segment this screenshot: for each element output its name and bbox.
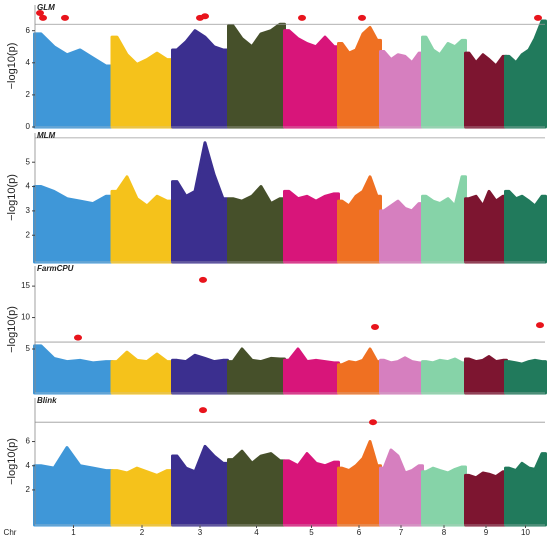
chromosome-points: [504, 189, 547, 264]
chromosome-points: [33, 32, 114, 129]
significant-snp: [199, 407, 207, 414]
x-tick-label: 10: [521, 528, 530, 537]
chromosome-points: [464, 189, 508, 264]
x-tick-label: 4: [254, 528, 259, 537]
y-tick-label: 5: [26, 157, 31, 166]
y-tick-label: 3: [26, 206, 31, 215]
chart-title: FarmCPU: [37, 264, 74, 273]
y-tick-label: 15: [21, 281, 30, 290]
chromosome-points: [110, 35, 174, 129]
significant-snp: [536, 322, 544, 329]
chromosome-points: [283, 452, 340, 527]
y-tick-label: 4: [26, 182, 31, 191]
chromosome-points: [110, 175, 174, 264]
significant-snp: [39, 14, 47, 21]
chromosome-points: [227, 449, 286, 527]
chromosome-points: [171, 353, 229, 395]
chromosome-points: [464, 470, 508, 527]
chromosome-points: [337, 175, 382, 264]
chromosome-points: [379, 199, 424, 264]
y-tick-label: 2: [26, 485, 31, 494]
significant-snp: [534, 14, 542, 21]
chromosome-points: [504, 19, 547, 129]
y-tick-label: 4: [26, 58, 31, 67]
chromosome-points: [504, 358, 547, 395]
chromosome-points: [171, 141, 229, 264]
chromosome-points: [421, 175, 467, 264]
chromosome-points: [33, 446, 114, 527]
chromosome-points: [464, 355, 508, 395]
x-tick-label: 8: [442, 528, 447, 537]
x-tick-label: 2: [140, 528, 145, 537]
y-axis-label: −log10(p): [6, 43, 18, 90]
y-axis-label: −log10(p): [6, 306, 18, 353]
chromosome-points: [171, 29, 229, 129]
x-tick-label: 3: [198, 528, 203, 537]
chart-title: MLM: [37, 131, 56, 140]
chromosome-points: [337, 440, 382, 527]
chromosome-points: [110, 350, 174, 395]
chromosome-points: [337, 25, 382, 129]
chromosome-points: [227, 22, 286, 129]
y-tick-label: 5: [26, 344, 31, 353]
x-tick-label: 7: [399, 528, 404, 537]
chart-title: GLM: [37, 3, 55, 12]
y-tick-label: 4: [26, 461, 31, 470]
chromosome-points: [421, 465, 467, 527]
y-tick-label: 0: [26, 122, 31, 131]
significant-snp: [201, 13, 209, 20]
y-tick-label: 2: [26, 90, 31, 99]
significant-snp: [74, 334, 82, 341]
chromosome-points: [337, 347, 382, 395]
chromosome-points: [379, 356, 424, 395]
significant-snp: [298, 14, 306, 21]
chromosome-points: [464, 51, 508, 129]
chromosome-points: [33, 185, 114, 264]
chromosome-points: [171, 444, 229, 527]
significant-snp: [358, 14, 366, 21]
chromosome-points: [227, 347, 286, 395]
significant-snp: [199, 276, 207, 283]
chart-title: Blink: [37, 396, 57, 405]
x-tick-label: 6: [357, 528, 362, 537]
chromosome-points: [379, 50, 424, 129]
y-tick-label: 6: [26, 437, 31, 446]
x-tick-label: 1: [71, 528, 76, 537]
chromosome-points: [227, 185, 286, 264]
x-tick-label: 9: [484, 528, 489, 537]
x-tick-label: 5: [309, 528, 314, 537]
y-tick-label: 6: [26, 26, 31, 35]
y-tick-label: 10: [21, 313, 30, 322]
significant-snp: [61, 14, 69, 21]
y-tick-label: 2: [26, 230, 31, 239]
chromosome-points: [379, 448, 424, 527]
chromosome-points: [421, 357, 467, 395]
y-axis-label: −log10(p): [6, 174, 18, 221]
chromosome-points: [283, 29, 340, 129]
chromosome-points: [504, 452, 547, 527]
chromosome-points: [283, 347, 340, 395]
x-axis-label: Chr: [4, 528, 17, 537]
significant-snp: [371, 323, 379, 330]
chromosome-points: [283, 189, 340, 264]
chromosome-points: [33, 344, 114, 395]
y-axis-label: −log10(p): [6, 438, 18, 485]
chromosome-points: [110, 466, 174, 527]
significant-snp: [36, 10, 44, 17]
chromosome-points: [421, 35, 467, 129]
significant-snp: [369, 419, 377, 426]
